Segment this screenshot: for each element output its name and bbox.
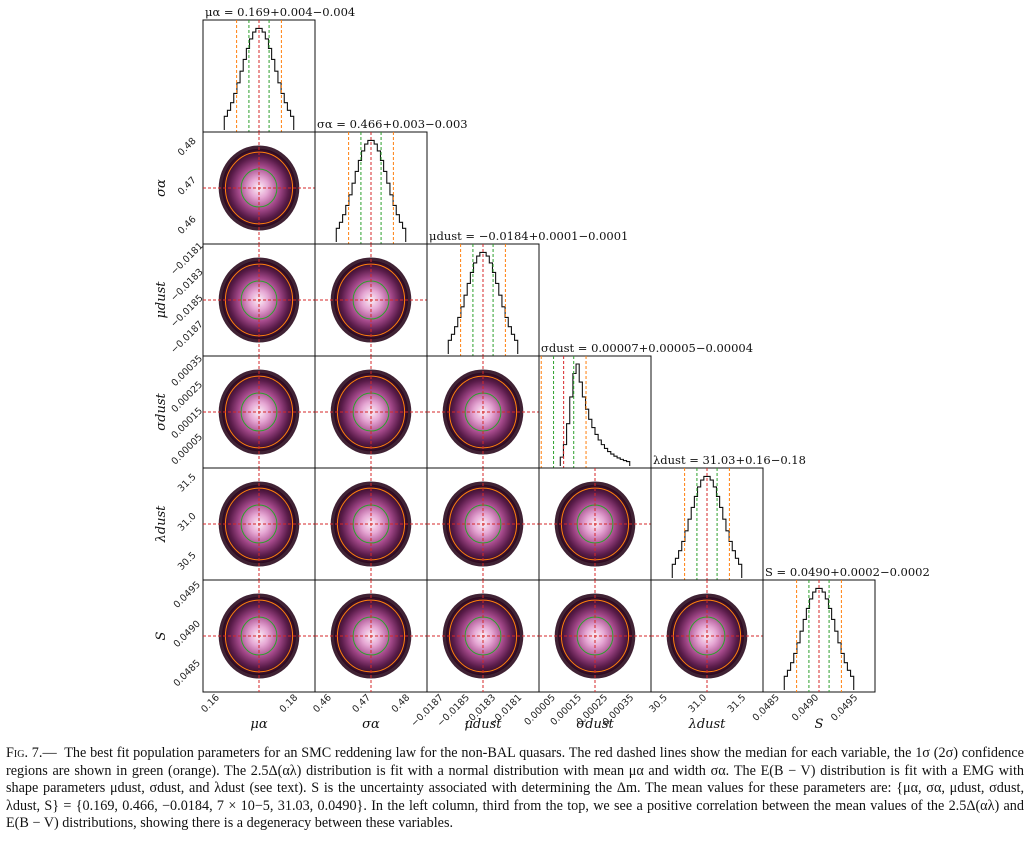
y-tick-label: 30.5 [176, 550, 199, 573]
x-axis-label-mu_alpha: μα [250, 717, 267, 732]
y-axis-label-mu_dust: μdust [154, 281, 169, 319]
y-tick-label: 0.46 [176, 214, 199, 237]
histogram-mu_dust [447, 251, 519, 354]
x-axis-label-sigma_dust: σdust [576, 717, 614, 732]
histogram-mu_alpha [223, 27, 295, 130]
figure-label: Fig. 7.— [6, 745, 57, 761]
caption-text: The best fit population parameters for a… [6, 745, 1024, 832]
hist-title-mu_dust: μdust = −0.0184+0.0001−0.0001 [429, 229, 628, 243]
hist-title-sigma_alpha: σα = 0.466+0.003−0.003 [317, 117, 468, 131]
histogram-lambda_dust [671, 475, 743, 578]
y-axis-label-S: S [154, 631, 169, 640]
y-tick-label: 31.0 [176, 511, 199, 534]
y-tick-label: 0.0495 [172, 579, 203, 610]
y-tick-label: 31.5 [176, 472, 199, 495]
x-tick-label: 0.0485 [751, 692, 782, 723]
y-tick-label: 0.47 [176, 175, 199, 198]
x-tick-label: 31.5 [726, 692, 749, 715]
histogram-S [783, 587, 855, 690]
panel-frame [538, 355, 652, 469]
x-tick-label: 30.5 [647, 692, 670, 715]
x-axis-label-sigma_alpha: σα [362, 717, 380, 732]
x-tick-label: 0.48 [390, 692, 413, 715]
y-tick-label: 0.0490 [172, 619, 203, 650]
y-axis-label-sigma_alpha: σα [154, 179, 169, 197]
x-tick-label: 0.0495 [829, 692, 860, 723]
y-tick-label: 0.48 [176, 136, 199, 159]
x-tick-label: 0.16 [199, 692, 222, 715]
histogram-sigma_dust [559, 363, 631, 466]
x-tick-label: 0.47 [350, 692, 373, 715]
x-tick-label: 0.46 [311, 692, 334, 715]
hist-title-mu_alpha: μα = 0.169+0.004−0.004 [205, 5, 355, 19]
y-tick-label: 0.0485 [172, 658, 203, 689]
x-axis-label-lambda_dust: λdust [688, 717, 727, 732]
figure-caption: Fig. 7.— The best fit population paramet… [6, 745, 1024, 833]
histogram-sigma_alpha [335, 139, 407, 242]
hist-title-S: S = 0.0490+0.0002−0.0002 [765, 565, 930, 579]
x-tick-label: 31.0 [686, 692, 709, 715]
hist-title-lambda_dust: λdust = 31.03+0.16−0.18 [653, 453, 806, 467]
corner-plot: μα = 0.169+0.004−0.004 σα = 0.466+0.003−0… [154, 5, 930, 732]
y-axis-label-sigma_dust: σdust [154, 392, 169, 430]
x-axis-label-S: S [815, 717, 824, 732]
y-axis-label-lambda_dust: λdust [154, 505, 169, 544]
hist-title-sigma_dust: σdust = 0.00007+0.00005−0.00004 [541, 341, 753, 355]
x-tick-label: 0.18 [278, 692, 301, 715]
x-axis-label-mu_dust: μdust [464, 717, 502, 732]
